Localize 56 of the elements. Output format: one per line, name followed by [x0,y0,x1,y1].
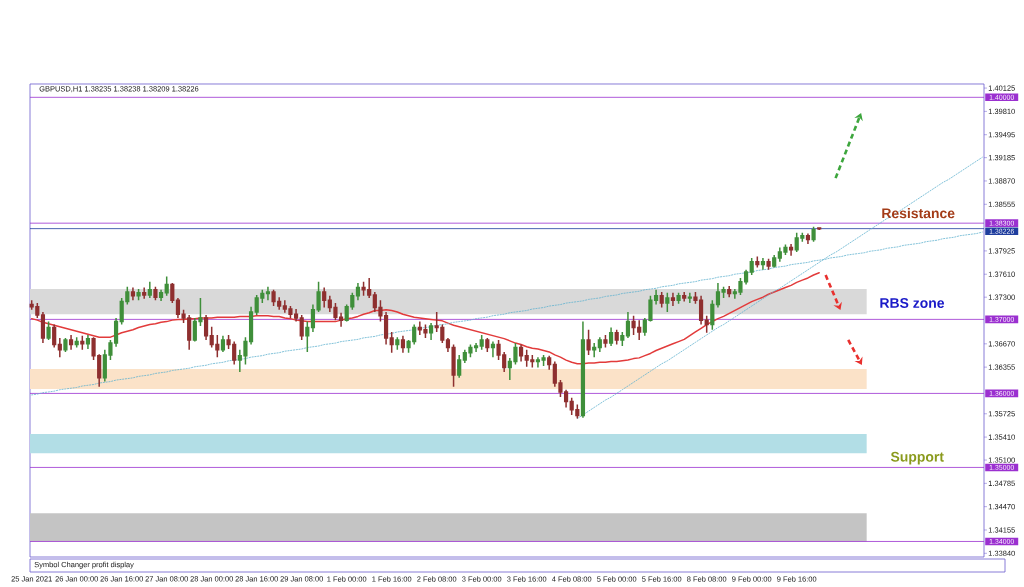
candlestick [586,329,591,356]
candlestick [805,232,811,245]
candlestick [203,314,209,341]
candlestick [608,326,614,347]
candlestick [670,291,676,307]
candlestick [479,334,484,351]
candlestick [704,314,709,334]
candlestick [80,334,85,351]
candlestick [142,286,147,300]
candlestick [755,255,760,269]
candlestick [788,243,794,257]
candlestick [817,227,822,231]
candlestick [518,343,524,363]
candlestick [772,254,777,269]
candlestick [727,285,732,298]
candlestick [428,322,434,341]
candlestick [760,257,766,271]
candlestick [400,334,406,354]
candlestick [355,282,361,301]
candlestick [490,340,496,358]
candlestick [265,286,271,301]
candlestick [676,291,681,305]
candlestick [305,320,310,353]
candlestick [63,337,68,353]
candlestick [766,257,771,271]
candlestick [603,334,608,349]
candlestick [220,334,226,353]
candlestick [811,226,816,243]
candlestick [136,288,141,301]
candlestick [597,336,602,353]
annotation: Support [890,451,944,465]
candlestick [389,331,394,354]
candlestick [40,311,46,344]
candlestick [322,286,327,309]
candlestick [659,291,664,309]
candlestick [158,289,164,302]
candlestick [395,336,400,351]
candlestick [625,311,631,339]
candlestick [457,354,462,379]
candlestick [74,336,79,349]
candlestick [147,280,152,299]
candlestick [614,329,619,346]
candlestick [153,286,158,301]
candlestick [46,320,51,341]
candlestick [665,291,670,313]
annotation: Resistance [882,208,955,219]
annotation: RBS zone [880,298,945,308]
candlestick [682,291,687,303]
candlestick [620,331,625,347]
candlestick [592,342,597,358]
candlestick [68,334,74,351]
candlestick [547,354,552,371]
candlestick [57,337,62,358]
candlestick [130,286,136,301]
candlestick [687,291,692,304]
candlestick [85,334,91,350]
